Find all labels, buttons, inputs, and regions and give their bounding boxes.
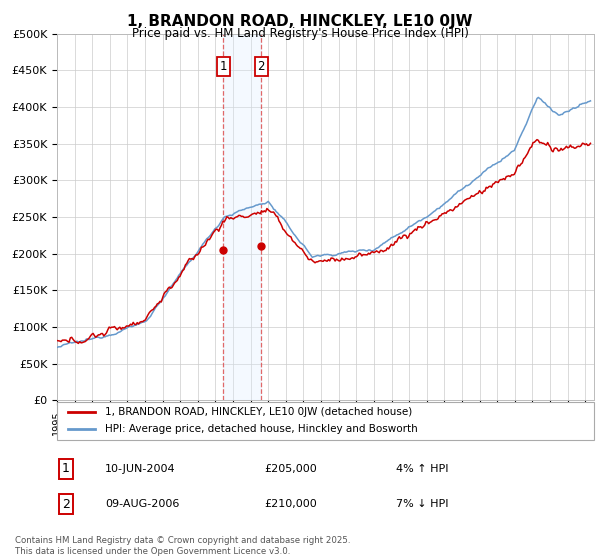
Text: £210,000: £210,000 [264,499,317,509]
Text: 1: 1 [220,60,227,73]
Text: £205,000: £205,000 [264,464,317,474]
Text: 10-JUN-2004: 10-JUN-2004 [105,464,176,474]
Text: 1, BRANDON ROAD, HINCKLEY, LE10 0JW: 1, BRANDON ROAD, HINCKLEY, LE10 0JW [127,14,473,29]
Text: Contains HM Land Registry data © Crown copyright and database right 2025.
This d: Contains HM Land Registry data © Crown c… [15,536,350,556]
Text: Price paid vs. HM Land Registry's House Price Index (HPI): Price paid vs. HM Land Registry's House … [131,27,469,40]
Text: 09-AUG-2006: 09-AUG-2006 [105,499,179,509]
Text: 7% ↓ HPI: 7% ↓ HPI [396,499,449,509]
Bar [223,34,261,400]
Text: 2: 2 [257,60,265,73]
Text: HPI: Average price, detached house, Hinckley and Bosworth: HPI: Average price, detached house, Hinc… [106,424,418,434]
FancyBboxPatch shape [57,402,594,440]
Text: 1, BRANDON ROAD, HINCKLEY, LE10 0JW (detached house): 1, BRANDON ROAD, HINCKLEY, LE10 0JW (det… [106,407,413,417]
Text: 1: 1 [62,462,70,475]
Text: 4% ↑ HPI: 4% ↑ HPI [396,464,449,474]
Text: 2: 2 [62,497,70,511]
